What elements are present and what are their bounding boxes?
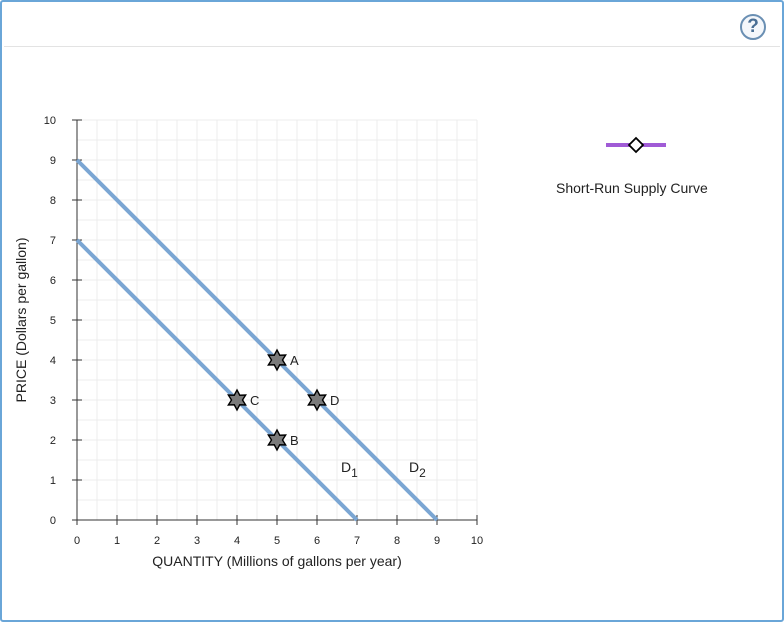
y-axis-label: PRICE (Dollars per gallon) — [13, 238, 29, 403]
point-label-b: B — [290, 433, 299, 448]
demand-curve-d2[interactable] — [75, 158, 439, 522]
legend-label: Short-Run Supply Curve — [556, 180, 708, 196]
x-tick-label: 1 — [114, 535, 120, 547]
x-tick-label: 4 — [234, 535, 240, 547]
curve-label-d1: D1 — [341, 459, 358, 480]
y-tick-label: 2 — [50, 435, 56, 447]
y-tick-label: 0 — [50, 515, 56, 527]
x-tick-label: 10 — [471, 535, 483, 547]
point-a-star-icon[interactable] — [267, 348, 287, 372]
point-label-a: A — [290, 353, 299, 368]
point-label-c: C — [250, 393, 259, 408]
y-tick-label: 9 — [50, 155, 56, 167]
point-b-star-icon[interactable] — [267, 428, 287, 452]
y-tick-label: 5 — [50, 315, 56, 327]
y-tick-label: 1 — [50, 475, 56, 487]
x-tick-label: 6 — [314, 535, 320, 547]
point-c-star-icon[interactable] — [227, 388, 247, 412]
top-bar: ? — [4, 4, 780, 47]
y-tick-label: 4 — [50, 355, 56, 367]
y-tick-label: 7 — [50, 235, 56, 247]
demand-curve-d1[interactable] — [75, 238, 359, 522]
help-icon[interactable]: ? — [740, 14, 766, 40]
diamond-icon[interactable] — [627, 136, 645, 154]
x-tick-label: 0 — [74, 535, 80, 547]
x-axis-label: QUANTITY (Millions of gallons per year) — [152, 553, 401, 569]
x-tick-label: 8 — [394, 535, 400, 547]
x-tick-label: 9 — [434, 535, 440, 547]
point-label-d: D — [330, 393, 339, 408]
x-tick-label: 3 — [194, 535, 200, 547]
x-tick-label: 2 — [154, 535, 160, 547]
y-tick-label: 10 — [44, 115, 56, 127]
y-tick-label: 8 — [50, 195, 56, 207]
point-d-star-icon[interactable] — [307, 388, 327, 412]
y-tick-label: 3 — [50, 395, 56, 407]
x-tick-label: 5 — [274, 535, 280, 547]
y-tick-label: 6 — [50, 275, 56, 287]
x-tick-label: 7 — [354, 535, 360, 547]
curve-label-d2: D2 — [409, 459, 426, 480]
